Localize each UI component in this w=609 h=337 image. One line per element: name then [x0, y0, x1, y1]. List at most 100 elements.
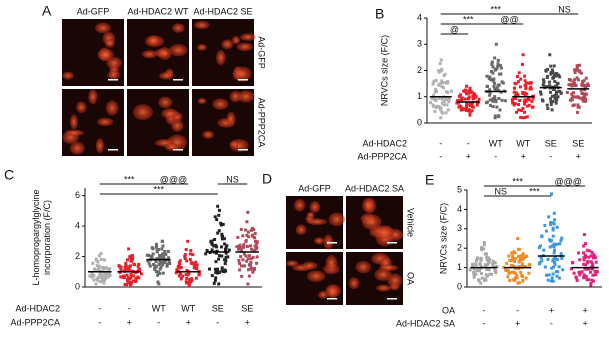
dot — [156, 273, 160, 277]
cell — [348, 277, 360, 290]
cell — [194, 20, 210, 30]
dot — [184, 273, 188, 277]
y-tick-label: 4 — [75, 220, 80, 230]
dot — [493, 81, 497, 85]
dot — [494, 42, 498, 46]
dot — [442, 99, 446, 103]
dot — [521, 253, 525, 257]
dot — [523, 79, 527, 83]
column-label: Ad-HDAC2 SA — [345, 183, 404, 193]
condition-value: - — [494, 151, 497, 161]
dot — [150, 255, 154, 259]
condition-value: + — [127, 317, 132, 327]
dot — [521, 90, 525, 94]
dot — [161, 244, 165, 248]
dot — [486, 256, 490, 260]
dot — [157, 282, 161, 286]
dot — [558, 75, 562, 79]
cell — [323, 234, 334, 250]
dot — [572, 271, 576, 275]
dot — [542, 80, 546, 84]
condition-value: SE — [212, 303, 224, 313]
dot — [99, 275, 103, 279]
dot — [525, 81, 529, 85]
condition-label: Ad-HDAC2 — [362, 138, 407, 148]
dot — [589, 254, 593, 258]
dot — [528, 87, 532, 91]
dot — [249, 267, 253, 271]
dot — [255, 255, 259, 259]
dot — [493, 116, 497, 120]
dot — [430, 97, 434, 101]
condition-value: SE — [545, 138, 557, 148]
dot — [553, 262, 557, 266]
dot — [221, 222, 225, 226]
dot — [96, 278, 100, 282]
dot — [578, 96, 582, 100]
dot — [158, 272, 162, 276]
dot — [441, 81, 445, 85]
cell — [226, 111, 236, 126]
dot — [576, 95, 580, 99]
dot — [195, 263, 199, 267]
dot — [521, 106, 525, 110]
dot — [429, 101, 433, 105]
condition-value: WT — [181, 303, 195, 313]
dot — [437, 70, 441, 74]
dot — [549, 97, 553, 101]
dot — [540, 98, 544, 102]
dot — [514, 93, 518, 97]
dot — [498, 72, 502, 76]
dot — [433, 109, 437, 113]
dot — [485, 258, 489, 262]
cell — [164, 143, 179, 151]
dot — [552, 64, 556, 68]
condition-value: SE — [241, 303, 253, 313]
dot — [571, 95, 575, 99]
dot — [555, 72, 559, 76]
row-label: OA — [406, 272, 416, 285]
dot — [215, 218, 219, 222]
dot — [183, 253, 187, 257]
dot — [224, 249, 228, 253]
cell — [326, 285, 339, 299]
dot — [179, 277, 183, 281]
scale-bar — [327, 242, 337, 244]
dot — [473, 92, 477, 96]
dot — [500, 98, 504, 102]
dot — [555, 242, 559, 246]
dot — [446, 81, 450, 85]
dot — [555, 274, 559, 278]
dot — [136, 275, 140, 279]
dot — [495, 86, 499, 90]
dot — [431, 104, 435, 108]
dot — [134, 277, 138, 281]
significance-label: *** — [153, 184, 164, 194]
dot — [485, 268, 489, 272]
dot — [479, 256, 483, 260]
dot — [555, 81, 559, 85]
dot — [125, 283, 129, 287]
y-tick-label: 1 — [457, 262, 462, 272]
dot — [253, 236, 257, 240]
dot — [551, 228, 555, 232]
dot — [215, 245, 219, 249]
dot — [589, 283, 593, 287]
dot — [246, 282, 250, 286]
dot — [157, 263, 161, 267]
dot — [530, 105, 534, 109]
panel-letter: E — [425, 172, 434, 188]
dot — [570, 96, 574, 100]
dot — [190, 277, 194, 281]
dot — [459, 93, 463, 97]
dot — [153, 268, 157, 272]
condition-value: - — [549, 151, 552, 161]
dot — [524, 276, 528, 280]
dot — [584, 242, 588, 246]
dot — [519, 77, 523, 81]
dot — [585, 260, 589, 264]
dot — [511, 254, 515, 258]
dot — [513, 271, 517, 275]
dot — [558, 242, 562, 246]
